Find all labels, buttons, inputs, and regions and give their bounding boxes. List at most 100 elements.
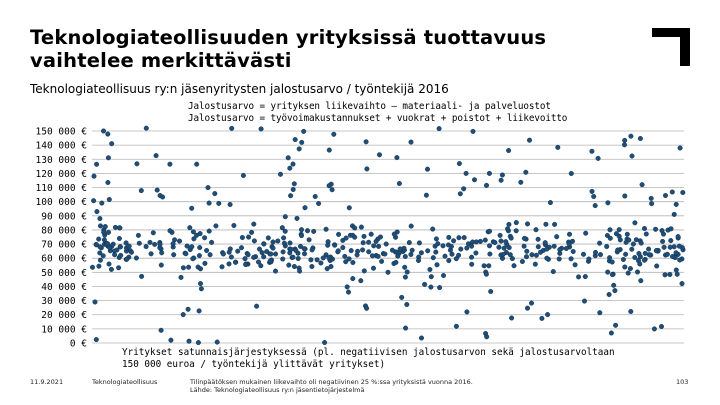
data-point: [545, 312, 551, 318]
data-point: [521, 235, 527, 241]
data-point: [116, 235, 122, 241]
data-point: [379, 258, 385, 264]
data-point: [402, 253, 408, 259]
data-point: [232, 259, 238, 265]
data-point: [143, 244, 149, 250]
data-point: [539, 315, 545, 321]
footer-date: 11.9.2021: [30, 378, 64, 386]
chart-caption-line2: 150 000 euroa / työntekijä ylittävät yri…: [122, 359, 386, 370]
data-point: [281, 235, 287, 241]
data-point: [533, 227, 539, 233]
data-point: [393, 259, 399, 265]
data-point: [674, 271, 680, 277]
data-point: [350, 260, 356, 266]
data-point: [235, 248, 241, 254]
data-point: [473, 239, 479, 245]
data-point: [299, 233, 305, 239]
data-point: [117, 225, 123, 231]
page-number: 103: [676, 378, 689, 386]
data-point: [524, 254, 530, 260]
data-point: [635, 269, 641, 275]
data-point: [213, 223, 219, 229]
data-point: [624, 231, 630, 237]
data-point: [408, 223, 414, 229]
data-point: [434, 262, 440, 268]
data-point: [299, 139, 305, 145]
data-point: [124, 256, 130, 262]
data-point: [551, 243, 557, 249]
data-point: [389, 247, 395, 253]
data-point: [305, 228, 311, 234]
data-point: [239, 234, 245, 240]
data-point: [364, 166, 370, 172]
data-point: [617, 237, 623, 243]
data-point: [170, 241, 176, 247]
data-point: [358, 224, 364, 230]
data-point: [568, 256, 574, 262]
data-point: [524, 248, 530, 254]
data-point: [371, 243, 377, 249]
data-point: [525, 221, 531, 227]
data-point: [404, 269, 410, 275]
data-point: [568, 170, 574, 176]
data-point: [403, 325, 409, 331]
data-point: [566, 241, 572, 247]
data-point: [251, 254, 257, 260]
data-point: [342, 253, 348, 259]
data-point: [615, 247, 621, 253]
data-point: [344, 284, 350, 290]
data-point: [352, 234, 358, 240]
data-point: [609, 259, 615, 265]
data-point: [433, 249, 439, 255]
data-point: [93, 241, 99, 247]
data-point: [187, 225, 193, 231]
data-point: [663, 192, 669, 198]
data-point: [416, 240, 422, 246]
data-point: [152, 241, 158, 247]
data-point: [110, 241, 116, 247]
data-point: [96, 236, 102, 242]
data-point: [629, 246, 635, 252]
data-point: [281, 240, 287, 246]
data-point: [498, 177, 504, 183]
data-point: [101, 237, 107, 243]
data-point: [620, 257, 626, 263]
data-point: [385, 269, 391, 275]
data-point: [627, 266, 633, 272]
data-point: [186, 338, 192, 344]
data-point: [352, 225, 358, 231]
data-point: [496, 244, 502, 250]
data-point: [286, 262, 292, 268]
data-point: [231, 222, 237, 228]
data-point: [184, 243, 190, 249]
data-point: [519, 259, 525, 265]
data-point: [346, 289, 352, 295]
data-point: [646, 252, 652, 258]
data-point: [556, 256, 562, 262]
data-point: [653, 226, 659, 232]
data-point: [586, 256, 592, 262]
data-point: [488, 289, 494, 295]
y-tick-label: 60 000 €: [41, 254, 87, 265]
data-point: [189, 205, 195, 211]
data-point: [625, 270, 631, 276]
data-point: [535, 236, 541, 242]
data-point: [660, 238, 666, 244]
data-point: [433, 236, 439, 242]
data-point: [134, 161, 140, 167]
data-point: [501, 245, 507, 251]
data-point: [128, 249, 134, 255]
data-point: [605, 200, 611, 206]
data-point: [453, 256, 459, 262]
data-point: [509, 315, 515, 321]
data-point: [316, 200, 322, 206]
data-point: [301, 128, 307, 134]
data-point: [299, 227, 305, 233]
y-tick-label: 130 000 €: [36, 155, 87, 166]
data-point: [482, 237, 488, 243]
data-point: [212, 191, 218, 197]
data-point: [416, 258, 422, 264]
data-point: [563, 245, 569, 251]
data-point: [258, 126, 264, 132]
data-point: [105, 131, 111, 137]
